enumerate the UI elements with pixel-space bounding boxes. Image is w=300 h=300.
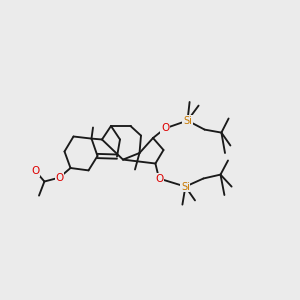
- Text: Si: Si: [183, 116, 192, 126]
- Text: Si: Si: [181, 182, 190, 192]
- Text: O: O: [31, 166, 40, 176]
- Text: O: O: [55, 172, 64, 183]
- Text: O: O: [161, 123, 169, 134]
- Text: O: O: [155, 173, 163, 184]
